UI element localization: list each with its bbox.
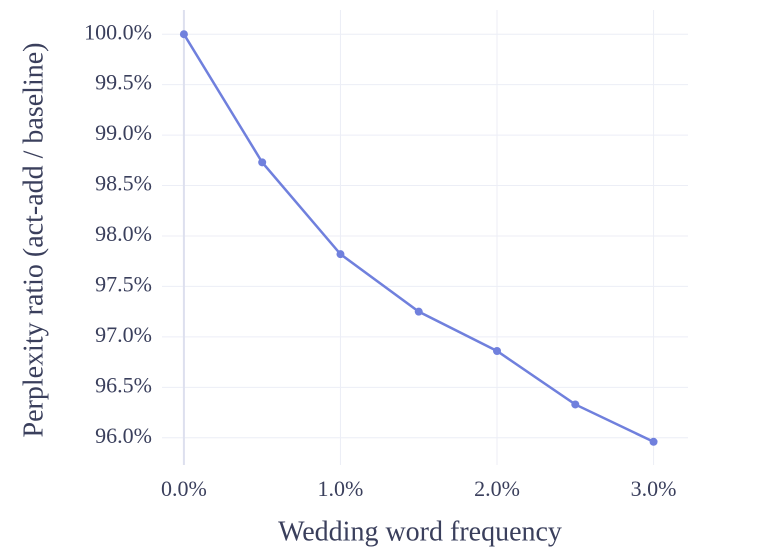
x-axis-title: Wedding word frequency [278,516,562,547]
marker [414,307,423,316]
x-tick-label: 2.0% [474,476,520,501]
y-tick-label: 99.5% [95,70,152,95]
y-tick-label: 100.0% [84,19,152,44]
marker [493,346,502,355]
marker [571,400,580,409]
y-tick-label: 98.5% [95,171,152,196]
line [182,33,655,443]
y-tick-label: 96.5% [95,372,152,397]
y-tick-label: 99.0% [95,120,152,145]
y-axis-title: Perplexity ratio (act-add / baseline) [18,43,49,438]
y-tick-label: 97.5% [95,271,152,296]
x-tick-label: 3.0% [631,476,677,501]
x-tick-label: 1.0% [318,476,364,501]
marker [179,30,188,39]
y-tick-label: 97.0% [95,322,152,347]
x-tick-label: 0.0% [161,476,207,501]
marker [258,158,267,167]
y-tick-label: 96.0% [95,423,152,448]
marker [649,437,658,446]
marker [336,250,345,259]
y-tick-label: 98.0% [95,221,152,246]
